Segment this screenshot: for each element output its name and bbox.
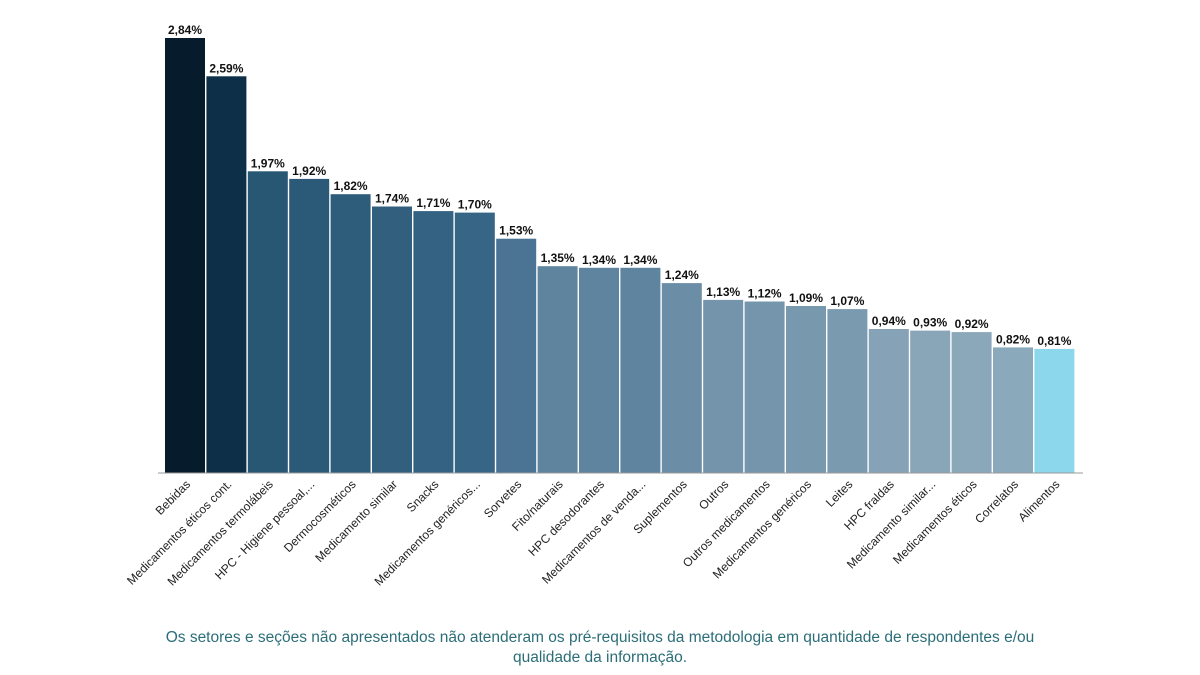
value-label: 1,34% bbox=[582, 253, 616, 267]
bar-chart: 2,84% 2,59% 1,97% 1,92% 1,82% 1,74% 1,71% 1,70%… bbox=[124, 23, 1083, 589]
category-label: Dermocosméticos bbox=[281, 477, 359, 555]
value-label: 1,82% bbox=[334, 179, 368, 193]
bar bbox=[1034, 348, 1075, 473]
bar bbox=[454, 212, 495, 473]
bar bbox=[165, 38, 205, 473]
bar bbox=[993, 347, 1033, 473]
bar bbox=[289, 178, 330, 473]
value-label: 0,82% bbox=[996, 332, 1030, 346]
value-label: 1,71% bbox=[416, 196, 450, 210]
value-label: 1,34% bbox=[623, 253, 657, 267]
value-labels-group: 2,84% 2,59% 1,97% 1,92% 1,82% 1,74% 1,71% 1,70%… bbox=[168, 23, 1072, 348]
bar bbox=[496, 238, 537, 473]
bar bbox=[579, 267, 619, 473]
bar bbox=[786, 306, 826, 473]
value-label: 1,07% bbox=[830, 294, 864, 308]
value-label: 0,93% bbox=[913, 316, 947, 330]
bar bbox=[330, 194, 371, 473]
category-label: HPC desodorantes bbox=[526, 477, 608, 559]
bar bbox=[910, 330, 951, 473]
footnote: Os setores e seções não apresentados não… bbox=[165, 629, 1035, 666]
bar bbox=[661, 283, 702, 473]
value-label: 1,24% bbox=[665, 268, 699, 282]
value-label: 1,35% bbox=[541, 251, 575, 265]
category-label: Medicamentos éticos bbox=[890, 477, 980, 567]
bar bbox=[744, 301, 785, 473]
bar bbox=[537, 266, 578, 473]
bar bbox=[372, 206, 412, 473]
value-label: 1,53% bbox=[499, 224, 533, 238]
bar bbox=[703, 299, 744, 473]
bar bbox=[951, 332, 992, 473]
value-label: 1,13% bbox=[706, 285, 740, 299]
value-label: 1,70% bbox=[458, 198, 492, 212]
value-label: 1,09% bbox=[789, 291, 823, 305]
value-label: 2,84% bbox=[168, 23, 202, 37]
value-label: 0,92% bbox=[955, 317, 989, 331]
bar bbox=[413, 211, 454, 473]
value-label: 2,59% bbox=[209, 61, 243, 75]
category-label: Bebidas bbox=[153, 477, 194, 518]
bar bbox=[247, 171, 288, 474]
category-label: Alimentos bbox=[1015, 477, 1062, 524]
bar bbox=[827, 309, 868, 473]
value-label: 1,74% bbox=[375, 192, 409, 206]
category-label: Snacks bbox=[404, 477, 442, 515]
value-label: 1,97% bbox=[251, 156, 285, 170]
category-label: Correlatos bbox=[972, 477, 1021, 526]
category-label: Medicamento similar bbox=[312, 477, 400, 565]
value-label: 1,12% bbox=[748, 287, 782, 301]
category-label: Outros bbox=[696, 477, 731, 512]
value-label: 0,94% bbox=[872, 314, 906, 328]
value-label: 0,81% bbox=[1037, 334, 1071, 348]
value-label: 1,92% bbox=[292, 164, 326, 178]
bar bbox=[868, 329, 909, 473]
category-label: Leites bbox=[823, 477, 856, 510]
bar bbox=[620, 267, 661, 473]
bar bbox=[206, 76, 247, 474]
bars-group bbox=[165, 38, 1075, 474]
